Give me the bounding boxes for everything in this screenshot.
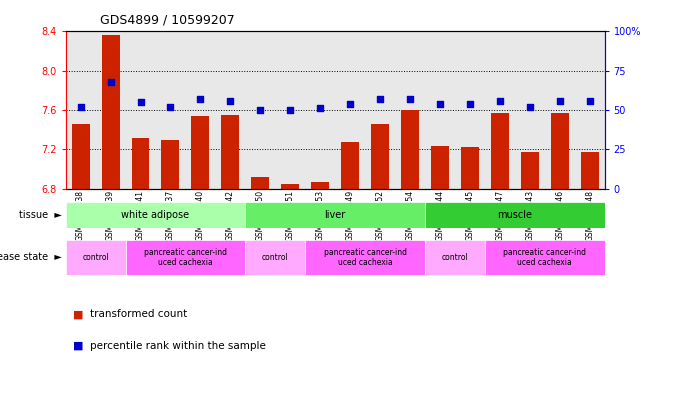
Point <box>105 79 116 85</box>
Bar <box>305 240 425 275</box>
Text: disease state  ►: disease state ► <box>0 252 62 263</box>
Point <box>464 101 475 107</box>
Point <box>494 97 505 104</box>
Point <box>314 105 325 112</box>
Text: control: control <box>262 253 289 262</box>
Bar <box>162 140 180 189</box>
Text: control: control <box>82 253 109 262</box>
Point <box>255 107 266 113</box>
Bar <box>341 143 359 189</box>
Bar <box>371 124 389 189</box>
Text: pancreatic cancer-ind
uced cachexia: pancreatic cancer-ind uced cachexia <box>323 248 406 267</box>
Bar <box>102 35 120 189</box>
Bar <box>431 146 449 189</box>
Bar <box>131 138 149 189</box>
Text: pancreatic cancer-ind
uced cachexia: pancreatic cancer-ind uced cachexia <box>503 248 586 267</box>
Bar <box>221 115 239 189</box>
Bar <box>425 202 605 228</box>
Bar <box>311 182 329 189</box>
Text: ■: ■ <box>73 341 86 351</box>
Point <box>165 104 176 110</box>
Point <box>75 104 86 110</box>
Bar <box>72 124 90 189</box>
Bar <box>551 113 569 189</box>
Bar <box>281 184 299 189</box>
Text: muscle: muscle <box>498 210 532 220</box>
Bar <box>485 240 605 275</box>
Bar <box>401 110 419 189</box>
Bar <box>191 116 209 189</box>
Bar <box>491 113 509 189</box>
Text: transformed count: transformed count <box>90 309 187 320</box>
Point <box>404 96 415 102</box>
Text: percentile rank within the sample: percentile rank within the sample <box>90 341 266 351</box>
Point <box>285 107 296 113</box>
Point <box>435 101 446 107</box>
Text: control: control <box>442 253 468 262</box>
Bar <box>66 240 126 275</box>
Bar <box>245 240 305 275</box>
Bar <box>425 240 485 275</box>
Bar <box>252 177 269 189</box>
Text: white adipose: white adipose <box>122 210 189 220</box>
Point <box>225 97 236 104</box>
Point <box>584 97 595 104</box>
Bar <box>66 202 245 228</box>
Text: liver: liver <box>325 210 346 220</box>
Point <box>375 96 386 102</box>
Text: ■: ■ <box>73 309 86 320</box>
Text: GDS4899 / 10599207: GDS4899 / 10599207 <box>100 14 235 27</box>
Text: pancreatic cancer-ind
uced cachexia: pancreatic cancer-ind uced cachexia <box>144 248 227 267</box>
Text: tissue  ►: tissue ► <box>19 210 62 220</box>
Bar <box>461 147 479 189</box>
Point <box>554 97 565 104</box>
Point <box>524 104 536 110</box>
Bar <box>580 152 598 189</box>
Point <box>345 101 356 107</box>
Point <box>135 99 146 105</box>
Bar <box>126 240 245 275</box>
Point <box>195 96 206 102</box>
Bar <box>245 202 425 228</box>
Bar <box>521 152 539 189</box>
